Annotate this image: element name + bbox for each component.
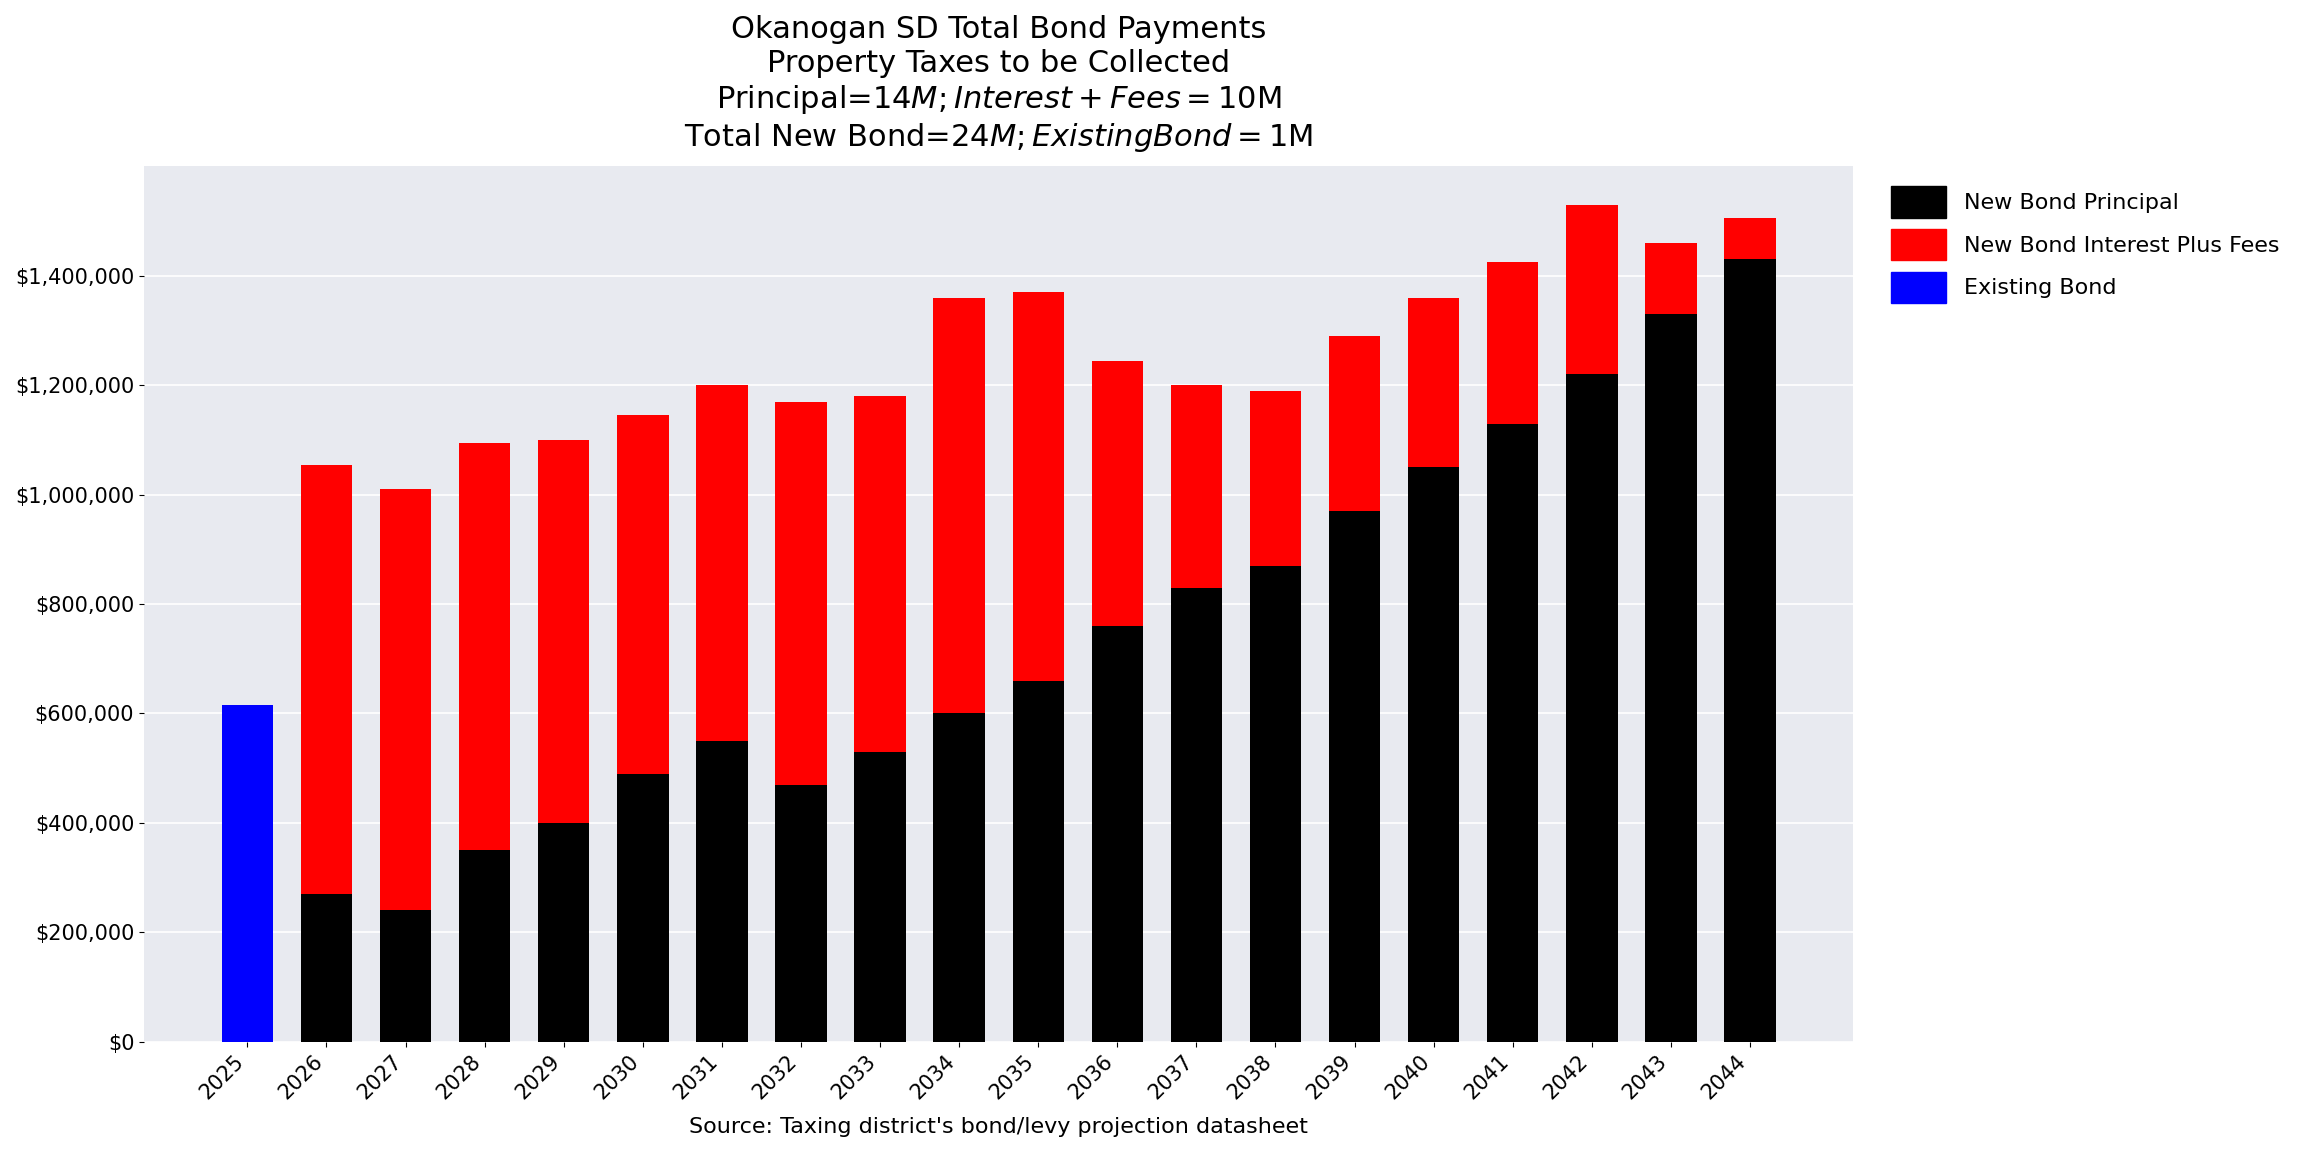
Bar: [855, 396, 905, 752]
Bar: [1408, 468, 1458, 1041]
Bar: [1329, 511, 1380, 1041]
Bar: [1567, 374, 1617, 1041]
Bar: [1645, 314, 1696, 1041]
Bar: [1011, 681, 1064, 1041]
Bar: [1170, 588, 1221, 1041]
Bar: [539, 440, 590, 823]
Bar: [933, 297, 984, 713]
Bar: [539, 823, 590, 1041]
Bar: [1249, 566, 1302, 1041]
Bar: [855, 752, 905, 1041]
Bar: [696, 741, 746, 1041]
Legend: New Bond Principal, New Bond Interest Plus Fees, Existing Bond: New Bond Principal, New Bond Interest Pl…: [1882, 177, 2288, 312]
Bar: [1092, 361, 1143, 626]
Bar: [302, 894, 353, 1041]
Bar: [458, 442, 511, 850]
Bar: [458, 850, 511, 1041]
Bar: [933, 713, 984, 1041]
Bar: [774, 785, 827, 1041]
Bar: [696, 385, 746, 741]
Bar: [221, 705, 274, 1041]
Bar: [1329, 336, 1380, 511]
Title: Okanogan SD Total Bond Payments
Property Taxes to be Collected
Principal=$14M; I: Okanogan SD Total Bond Payments Property…: [684, 15, 1313, 153]
Bar: [1249, 391, 1302, 566]
Bar: [617, 774, 668, 1041]
Bar: [1723, 219, 1776, 259]
Bar: [380, 910, 431, 1041]
Bar: [774, 402, 827, 785]
Bar: [1723, 259, 1776, 1041]
Bar: [1092, 626, 1143, 1041]
Bar: [1567, 205, 1617, 374]
Bar: [1486, 424, 1539, 1041]
Bar: [380, 490, 431, 910]
Bar: [302, 464, 353, 894]
Bar: [1170, 385, 1221, 588]
Bar: [1486, 263, 1539, 424]
X-axis label: Source: Taxing district's bond/levy projection datasheet: Source: Taxing district's bond/levy proj…: [689, 1117, 1309, 1137]
Bar: [1011, 293, 1064, 681]
Bar: [617, 416, 668, 774]
Bar: [1408, 297, 1458, 468]
Bar: [1645, 243, 1696, 314]
